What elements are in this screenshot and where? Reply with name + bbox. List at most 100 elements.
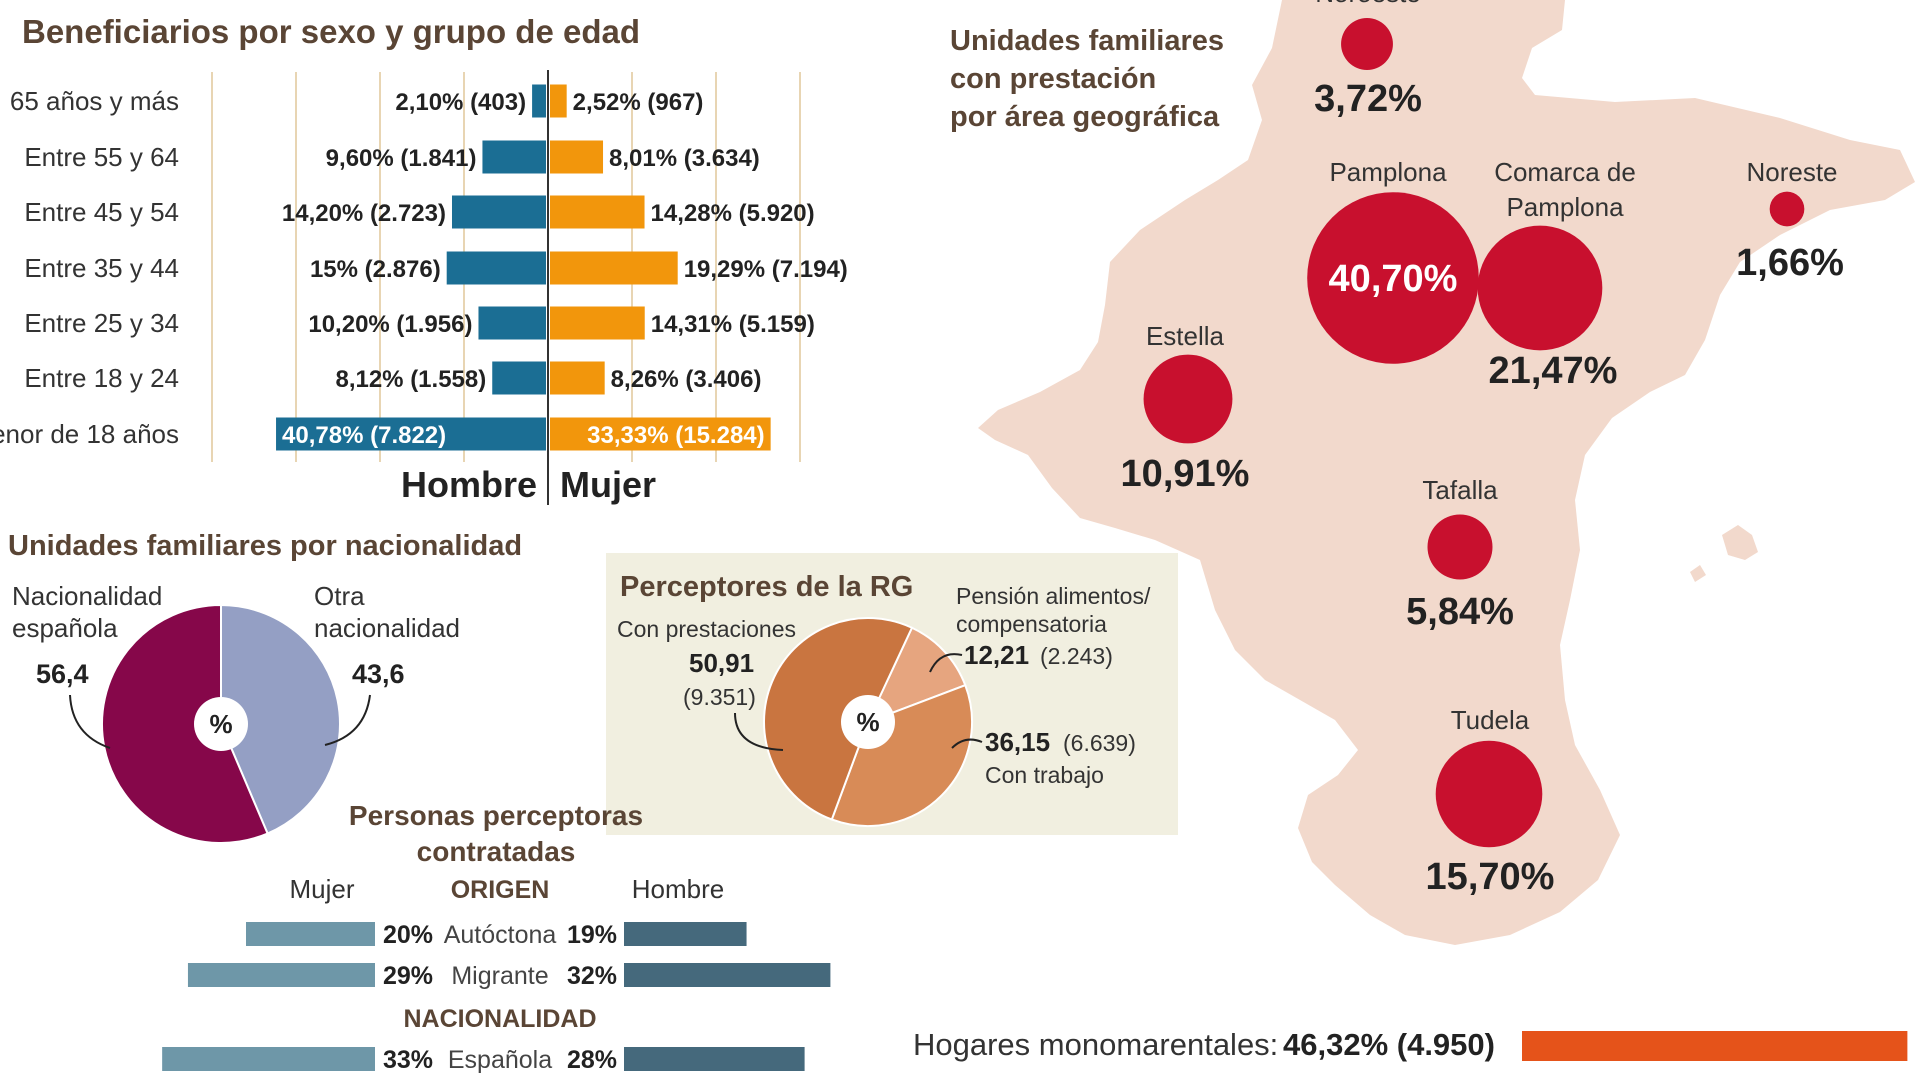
map-bubbles: Noroeste 3,72% Pamplona 40,70% Comarca de Pam… <box>1121 0 1844 898</box>
right-header: Hombre <box>632 874 724 904</box>
contracted-title: Personas perceptoras <box>349 800 643 831</box>
contract-row-label: Autóctona <box>444 921 557 949</box>
area-value: 21,47% <box>1489 350 1618 392</box>
hombre-value-label: 2,10% (403) <box>395 89 526 116</box>
slice-name: nacionalidad <box>314 613 460 643</box>
area-name: Tafalla <box>1422 475 1498 505</box>
hombre-value-label: 14,20% (2.723) <box>282 200 446 227</box>
area-name: Noreste <box>1746 157 1837 187</box>
map-title: por área geográfica <box>950 101 1220 133</box>
hombre-value-label: 40,78% (7.822) <box>282 422 446 449</box>
pie-slice <box>762 617 914 821</box>
rg-pie-labels: Pensión alimentos/compensatoria 12,21 (2.2… <box>617 583 1151 788</box>
mujer-contract-value: 33% <box>383 1046 433 1074</box>
area-bubble <box>1341 18 1393 70</box>
map-islet <box>1722 525 1758 560</box>
slice-name: Otra <box>314 581 365 611</box>
area-bubble <box>1427 514 1493 580</box>
group-header: NACIONALIDAD <box>403 1005 596 1033</box>
mujer-value-label: 8,01% (3.634) <box>609 145 760 172</box>
hombre-contract-value: 32% <box>567 962 617 990</box>
hombre-contract-bar <box>624 1047 805 1071</box>
hombre-value-label: 10,20% (1.956) <box>308 311 472 338</box>
hombre-contract-bar <box>624 922 747 946</box>
pie-slice <box>866 626 967 724</box>
mujer-contract-value: 29% <box>383 962 433 990</box>
hombre-contract-bar <box>624 963 831 987</box>
hombre-value-label: 9,60% (1.841) <box>326 145 477 172</box>
area-bubble <box>1477 225 1603 351</box>
contract-row-label: Española <box>448 1046 552 1074</box>
slice-name: Con prestaciones <box>617 616 796 642</box>
mujer-value-label: 19,29% (7.194) <box>684 256 848 283</box>
age-chart-title: Beneficiarios por sexo y grupo de edad <box>22 13 640 50</box>
group-header: ORIGEN <box>451 876 550 904</box>
hombre-bar <box>492 361 546 395</box>
mujer-value-label: 33,33% (15.284) <box>587 422 764 449</box>
map-title: con prestación <box>950 63 1156 95</box>
pie-center-label: % <box>209 709 232 739</box>
hombre-bar <box>451 195 546 229</box>
leader-line <box>69 694 111 749</box>
area-name: Comarca de <box>1494 157 1636 187</box>
hombre-bar <box>482 140 546 174</box>
area-name: Noroeste <box>1315 0 1421 8</box>
mujer-value-label: 8,26% (3.406) <box>611 366 762 393</box>
mujer-bar <box>550 251 678 285</box>
area-bubble <box>1769 191 1805 227</box>
mujer-contract-bar <box>246 922 375 946</box>
mujer-contract-bar <box>187 963 375 987</box>
leader-line <box>734 712 784 751</box>
age-chart-gridlines <box>211 72 801 462</box>
mujer-contract-value: 20% <box>383 921 433 949</box>
area-value: 5,84% <box>1406 591 1514 633</box>
age-chart-labels: 65 años y más 2,10% (403) 2,52% (967) Entre… <box>0 86 848 449</box>
age-category-label: Entre 25 y 34 <box>24 308 179 338</box>
slice-value: 56,4 <box>36 659 89 689</box>
slice-value: 12,21 <box>964 640 1029 670</box>
slice-name: española <box>12 613 118 643</box>
nationality-chart-title: Unidades familiares por nacionalidad <box>8 530 522 562</box>
rg-chart-title: Perceptores de la RG <box>620 571 913 603</box>
area-value: 10,91% <box>1121 453 1250 495</box>
hombre-bar <box>446 251 546 285</box>
age-chart-bars <box>276 84 771 451</box>
mujer-value-label: 2,52% (967) <box>573 89 704 116</box>
household-value: 46,32% (4.950) <box>1283 1027 1495 1062</box>
household-bar <box>1522 1031 1908 1061</box>
age-category-label: Entre 45 y 54 <box>24 197 179 227</box>
pie-slice <box>830 683 973 827</box>
navarra-map <box>978 0 1915 945</box>
area-name: Pamplona <box>1329 157 1447 187</box>
hombre-contract-value: 28% <box>567 1046 617 1074</box>
map-islet <box>1690 565 1706 582</box>
age-category-label: Menor de 18 años <box>0 419 179 449</box>
age-category-label: Entre 55 y 64 <box>24 142 179 172</box>
navarra-map-shape <box>978 0 1915 945</box>
slice-count: (2.243) <box>1040 643 1113 669</box>
area-bubble <box>1435 740 1543 848</box>
map-title: Unidades familiares <box>950 25 1224 57</box>
slice-name: Con trabajo <box>985 762 1104 788</box>
mujer-value-label: 14,31% (5.159) <box>651 311 815 338</box>
area-value: 15,70% <box>1426 856 1555 898</box>
area-bubble <box>1307 192 1479 364</box>
age-category-label: 65 años y más <box>10 86 179 116</box>
slice-count: (9.351) <box>683 684 756 710</box>
households-row: Hogares monomarentales: 46,32% (4.950) <box>913 1027 1908 1062</box>
slice-name: Nacionalidad <box>12 581 162 611</box>
pie-center-label: % <box>856 707 879 737</box>
leader-line <box>929 653 963 673</box>
mujer-bar <box>550 361 605 395</box>
age-category-label: Entre 35 y 44 <box>24 253 179 283</box>
slice-value: 43,6 <box>352 659 405 689</box>
area-name: Estella <box>1146 321 1225 351</box>
slice-name: compensatoria <box>956 611 1107 637</box>
slice-value: 50,91 <box>689 648 754 678</box>
household-label: Hogares monomarentales: <box>913 1027 1278 1062</box>
hombre-value-label: 15% (2.876) <box>310 256 441 283</box>
mujer-bar <box>550 417 771 451</box>
area-bubble <box>1143 354 1233 444</box>
